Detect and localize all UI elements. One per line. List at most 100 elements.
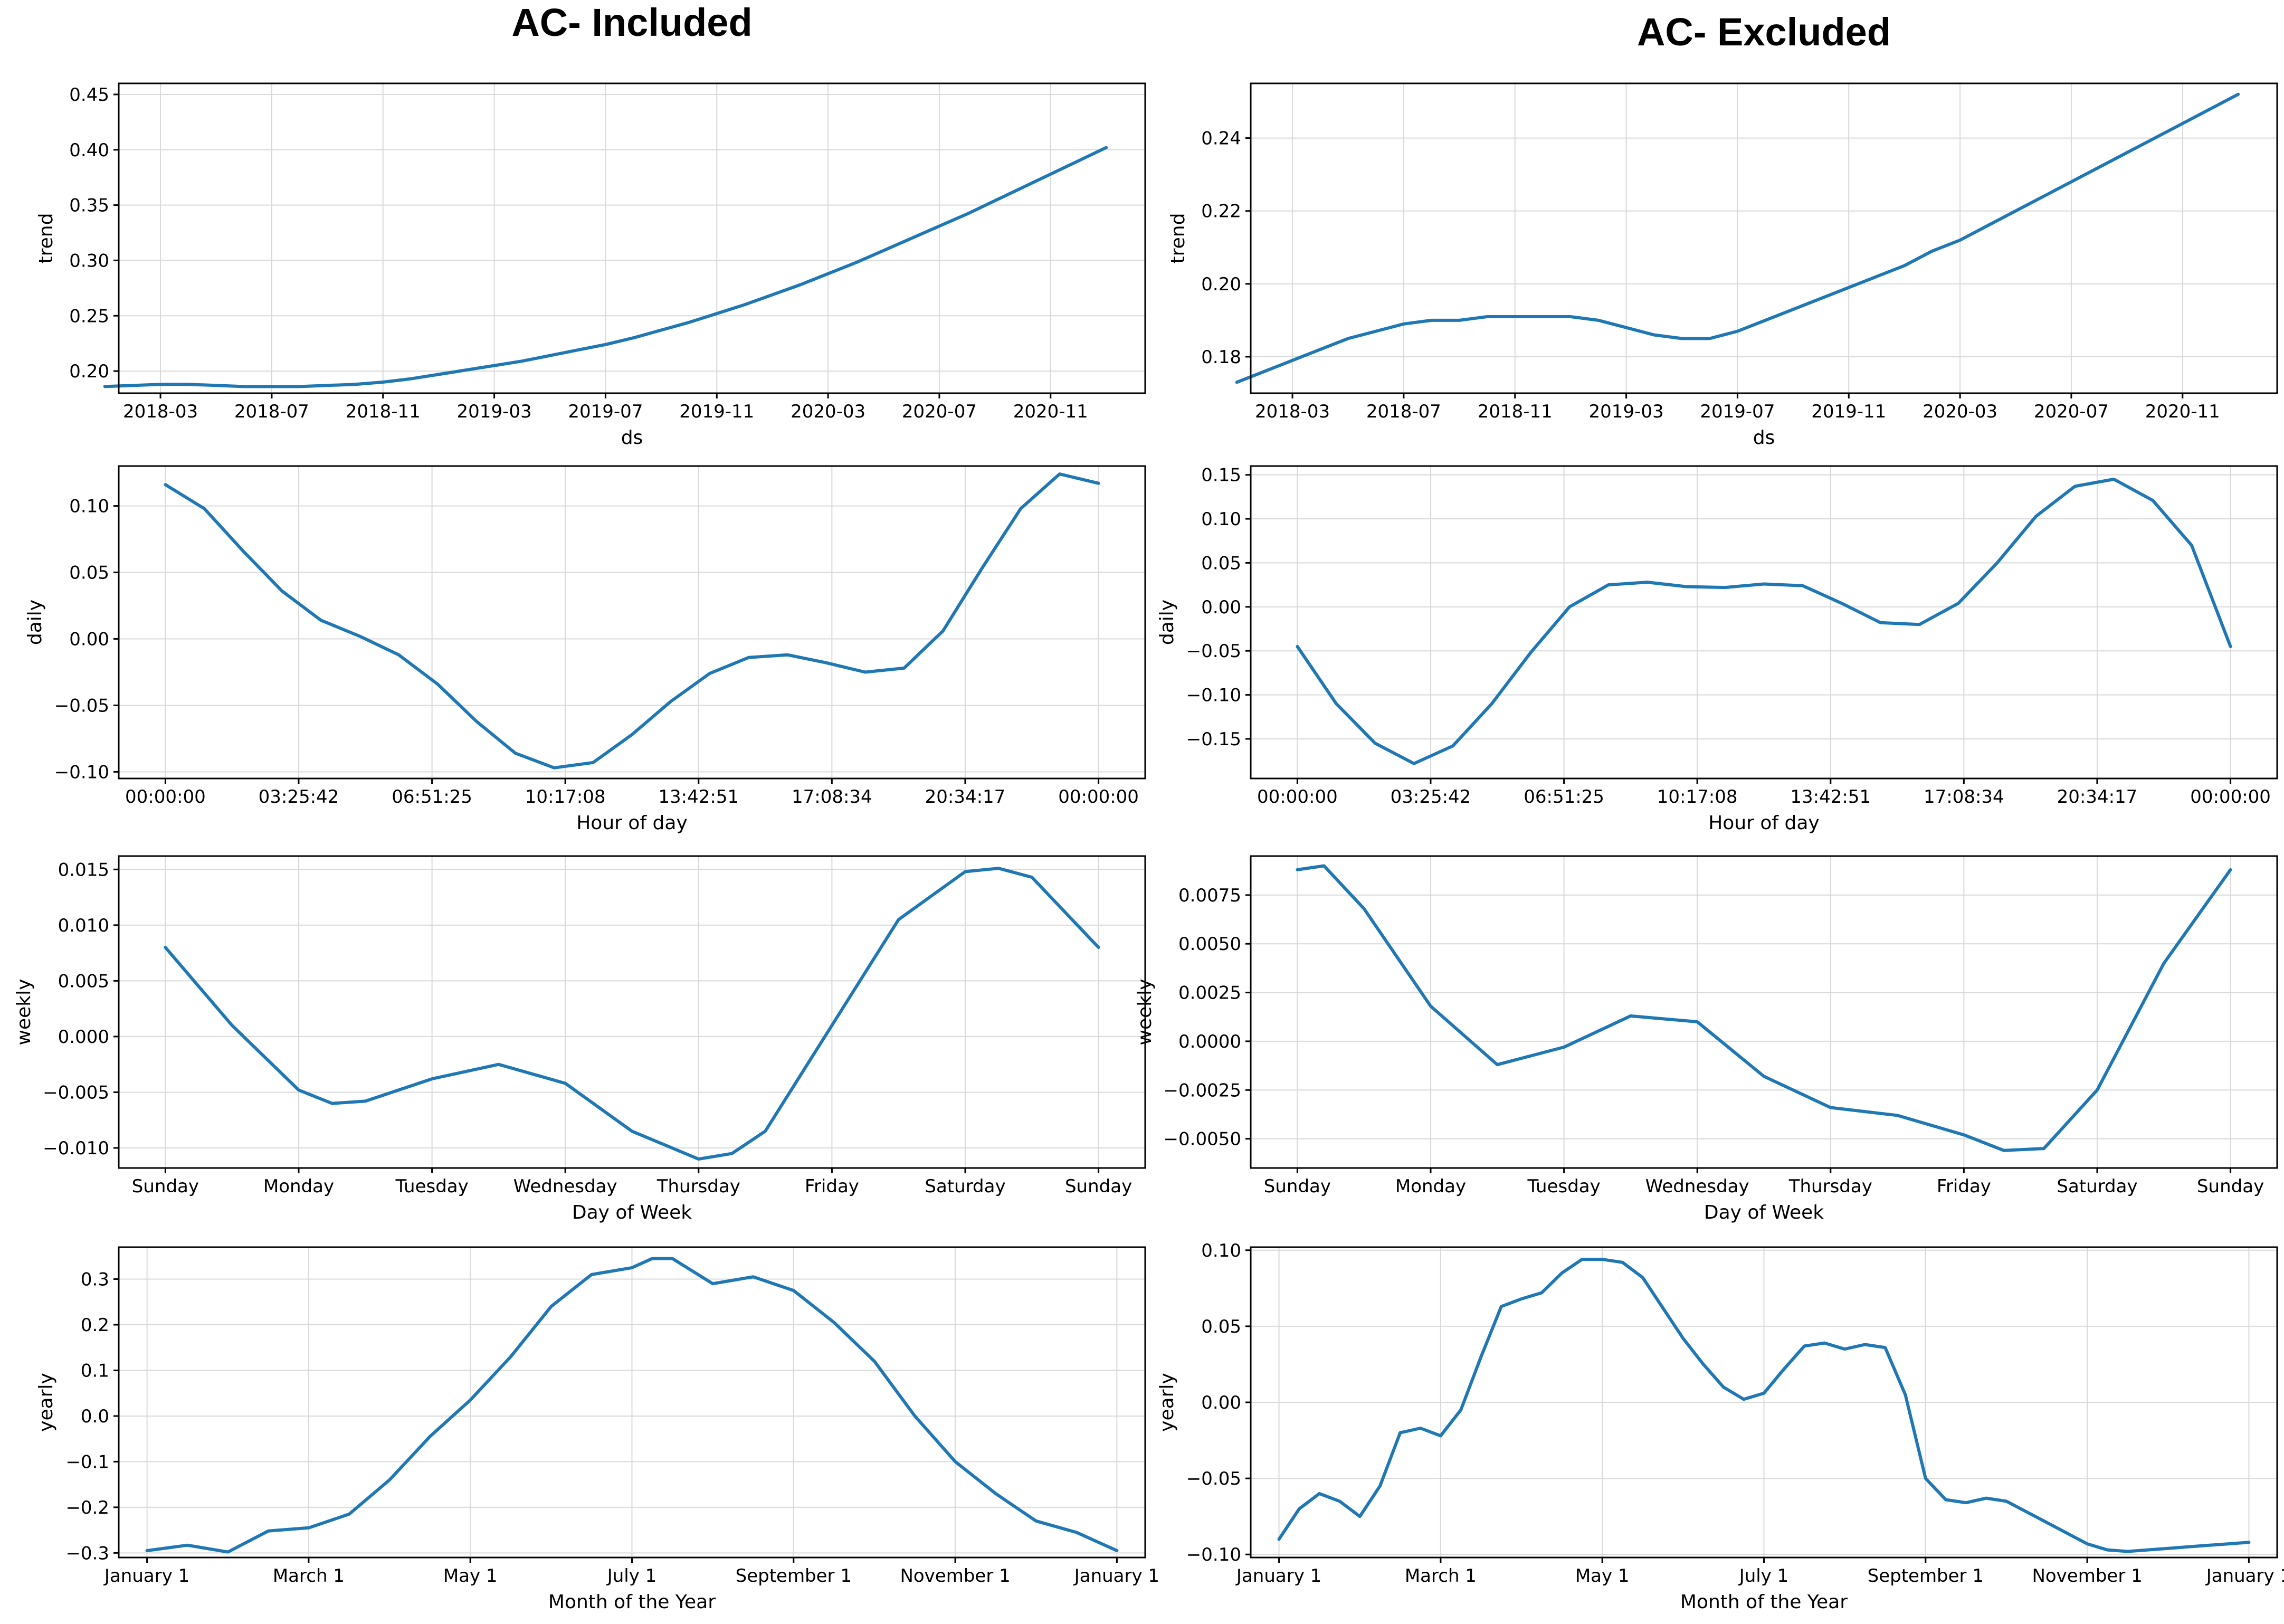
x-tick-label: Sunday [132,1176,199,1197]
included-yearly-chart: January 1 March 1 May 1 July 1 September 1 No… [35,1246,1159,1613]
y-tick-label: 0.24 [1201,128,1241,149]
x-axis-label: Month of the Year [548,1591,716,1613]
x-tick-label: 00:00:00 [125,786,206,808]
x-tick-label: January 1 [1073,1565,1159,1587]
x-tick-label: 2019-11 [1811,401,1886,422]
y-tick-label: 0.10 [69,496,109,517]
y-tick-label: 0.000 [58,1027,109,1048]
plot-frame [118,855,1146,1169]
y-tick-label: −0.10 [1186,685,1241,706]
x-tick-label: Wednesday [513,1176,617,1197]
excluded-daily-series-line [1296,478,2232,765]
x-axis-label: Hour of day [1708,812,1820,834]
excluded-daily-chart: 00:00:00 03:25:42 06:51:25 10:17:08 13:42:51… [1156,465,2278,834]
x-tick-label: May 1 [443,1565,498,1587]
x-tick-label: 00:00:00 [2190,786,2271,808]
plot-frame [1250,465,2278,780]
x-tick-label: 2020-11 [1013,401,1088,422]
y-tick-label: 0.0025 [1178,983,1241,1004]
y-tick-label: 0.0050 [1178,934,1241,955]
x-tick-label: January 1 [103,1565,189,1587]
y-tick-label: −0.10 [1186,1544,1241,1565]
excluded-trend-chart: 2018-03 2018-07 2018-11 2019-03 2019-07 2019-… [1167,82,2278,449]
plot-frame [1250,82,2278,394]
y-tick-label: 0.00 [1201,1392,1241,1413]
x-tick-label: Friday [805,1176,859,1197]
plot-frame [1250,855,2278,1169]
y-axis-label: daily [24,600,46,645]
x-tick-label: March 1 [273,1565,345,1587]
x-tick-label: 2019-07 [1700,401,1775,422]
x-tick-label: 03:25:42 [259,786,339,808]
y-axis-label: daily [1156,600,1178,645]
excluded-weekly-series-line [1296,864,2232,1152]
x-tick-label: 2020-07 [2034,401,2109,422]
x-tick-label: 06:51:25 [392,786,472,808]
x-tick-label: March 1 [1405,1565,1477,1587]
y-axis-label: trend [35,213,57,264]
x-tick-label: Sunday [1065,1176,1132,1197]
x-tick-label: 00:00:00 [1257,786,1338,808]
included-trend-chart: 2018-03 2018-07 2018-11 2019-03 2019-07 2019-… [35,82,1146,449]
included-daily-chart: 00:00:00 03:25:42 06:51:25 10:17:08 13:42:51… [24,465,1146,834]
x-tick-label: 06:51:25 [1524,786,1604,808]
x-tick-label: 2018-07 [1366,401,1441,422]
x-tick-label: Thursday [1788,1176,1872,1197]
x-tick-label: July 1 [606,1565,657,1587]
y-tick-label: −0.10 [54,762,109,783]
included-trend-series-line [103,146,1108,388]
x-tick-label: 2019-11 [679,401,754,422]
included-daily-series-line [164,472,1100,770]
x-tick-label: 2018-11 [1478,401,1553,422]
x-tick-label: Friday [1937,1176,1991,1197]
y-tick-label: −0.2 [65,1497,109,1518]
x-axis-label: Month of the Year [1680,1591,1848,1613]
x-tick-label: September 1 [736,1565,852,1587]
x-axis-label: Day of Week [572,1202,692,1223]
x-tick-label: 2018-11 [346,401,421,422]
plot-frame [118,82,1146,394]
x-tick-label: November 1 [2032,1565,2142,1587]
x-tick-label: 2020-03 [1923,401,1997,422]
y-tick-label: 0.015 [58,859,109,880]
y-tick-label: 0.18 [1201,347,1241,368]
y-tick-label: −0.3 [65,1543,109,1564]
x-tick-label: 00:00:00 [1058,786,1139,808]
y-tick-label: 0.010 [58,915,109,936]
x-tick-label: November 1 [900,1565,1010,1587]
y-tick-label: 0.20 [69,361,109,382]
y-tick-label: 0.2 [81,1315,109,1336]
x-tick-label: Saturday [925,1176,1005,1197]
x-tick-label: 2018-03 [123,401,198,422]
y-tick-label: 0.20 [1201,274,1241,295]
included-weekly-chart: Sunday Monday Tuesday Wednesday Thursday Frid… [13,855,1146,1223]
x-tick-label: 2020-07 [902,401,977,422]
x-tick-label: 2018-03 [1255,401,1330,422]
x-tick-label: Sunday [2197,1176,2264,1197]
y-tick-label: 0.45 [69,84,109,106]
x-tick-label: 17:08:34 [1924,786,2004,808]
y-axis-label: weekly [13,979,35,1046]
y-tick-label: 0.05 [1201,1316,1241,1337]
excluded-trend-series-line [1235,92,2240,384]
x-tick-label: Tuesday [1527,1176,1600,1197]
x-tick-label: Saturday [2057,1176,2137,1197]
x-tick-label: 13:42:51 [1790,786,1871,808]
y-axis-label: trend [1167,213,1189,264]
y-tick-label: 0.05 [69,563,109,584]
excluded-yearly-chart: January 1 March 1 May 1 July 1 September 1 No… [1156,1240,2284,1613]
y-tick-label: 0.005 [58,971,109,992]
x-tick-label: 2019-07 [568,401,643,422]
y-tick-label: 0.00 [1201,597,1241,618]
y-axis-label: yearly [1156,1373,1178,1432]
x-tick-label: 10:17:08 [525,786,606,808]
x-tick-label: Monday [263,1176,334,1197]
y-tick-label: −0.010 [43,1138,109,1159]
y-tick-label: 0.10 [1201,509,1241,530]
y-tick-label: 0.22 [1201,201,1241,222]
y-tick-label: 0.00 [69,629,109,650]
x-tick-label: July 1 [1738,1565,1789,1587]
y-axis-label: yearly [35,1373,57,1432]
x-axis-label: Day of Week [1704,1202,1824,1223]
